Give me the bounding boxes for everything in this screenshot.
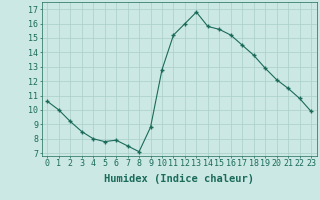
- X-axis label: Humidex (Indice chaleur): Humidex (Indice chaleur): [104, 174, 254, 184]
